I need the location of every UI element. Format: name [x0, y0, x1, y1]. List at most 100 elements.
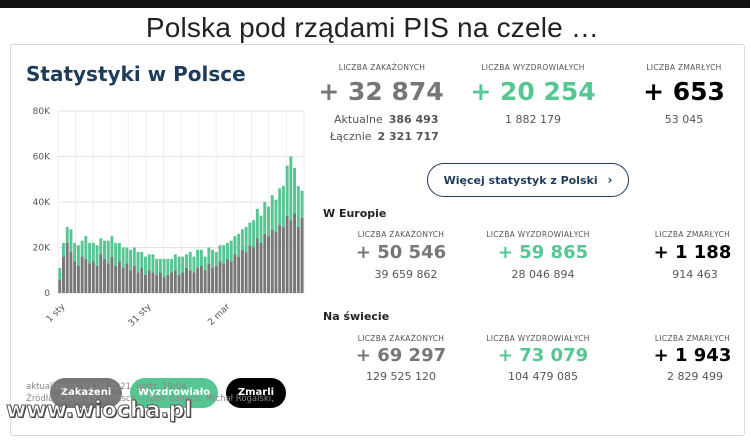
world-deaths-label: LICZBA ZMARŁYCH	[654, 334, 731, 343]
bar-infected	[132, 265, 136, 293]
bar-infected	[114, 265, 118, 293]
bar-infected	[222, 263, 226, 293]
bar-infected	[88, 263, 92, 293]
bar-infected	[166, 274, 170, 293]
y-tick-label: 80K	[33, 107, 51, 117]
eu-recovered-label: LICZBA WYZDROWIAŁYCH	[486, 230, 590, 239]
bar-recovered	[274, 199, 278, 232]
bar-recovered	[88, 242, 92, 264]
bar-recovered	[185, 254, 188, 268]
bar-recovered	[181, 256, 185, 273]
bar-recovered	[147, 254, 151, 271]
bar-infected	[173, 270, 177, 293]
europe-section-title: W Europie	[323, 207, 387, 220]
bar-recovered	[188, 252, 192, 271]
bar-recovered	[162, 258, 166, 278]
bar-infected	[181, 272, 185, 293]
pl-total: Łącznie 2 321 717	[330, 130, 439, 143]
bar-infected	[252, 247, 256, 293]
bar-infected	[121, 267, 125, 293]
eu-deaths-total: 914 463	[672, 268, 718, 281]
bar-infected	[192, 272, 196, 293]
bar-recovered	[125, 247, 129, 264]
bar-infected	[177, 274, 181, 293]
infected-filter-button[interactable]: Zakażeni	[50, 378, 122, 408]
stats-card	[10, 44, 745, 436]
bar-infected	[185, 267, 188, 293]
bar-infected	[229, 261, 233, 293]
world-infected-value: + 69 297	[355, 345, 447, 366]
bar-infected	[237, 256, 241, 293]
bar-recovered	[252, 220, 256, 248]
more-stats-button[interactable]: Więcej statystyk z Polski ›	[427, 163, 629, 197]
bar-recovered	[229, 240, 233, 262]
bar-recovered	[278, 188, 282, 225]
bar-infected	[158, 272, 162, 293]
y-tick-label: 60K	[33, 153, 51, 163]
bar-recovered	[103, 240, 106, 259]
bar-infected	[162, 277, 166, 293]
deaths-filter-button[interactable]: Zmarli	[226, 378, 286, 408]
bar-infected	[233, 254, 237, 293]
bar-infected	[259, 242, 263, 293]
bar-infected	[80, 256, 84, 293]
bar-recovered	[99, 238, 103, 255]
bar-recovered	[69, 229, 73, 253]
bar-infected	[125, 263, 129, 293]
bar-infected	[62, 256, 65, 293]
world-section-title: Na świecie	[323, 310, 390, 323]
bar-infected	[278, 224, 282, 293]
bar-recovered	[263, 202, 267, 234]
pl-deaths-total: 53 045	[664, 113, 704, 126]
more-stats-label: Więcej statystyk z Polski	[443, 174, 598, 187]
bar-infected	[136, 272, 140, 293]
bar-infected	[84, 258, 88, 293]
cases-chart: 0 20K 40K 60K 80K 1 sty 31 sty 2 mar	[33, 107, 305, 329]
bar-recovered	[136, 252, 140, 273]
bar-recovered	[199, 249, 203, 266]
pl-deaths-value: + 653	[643, 77, 725, 106]
bar-infected	[95, 265, 99, 293]
bar-recovered	[192, 256, 196, 273]
bar-infected	[69, 252, 73, 293]
bar-infected	[144, 274, 147, 293]
bar-recovered	[144, 256, 147, 275]
bar-infected	[293, 213, 297, 293]
bar-recovered	[270, 195, 274, 230]
bar-recovered	[95, 245, 99, 266]
top-bar	[0, 0, 750, 8]
bar-infected	[147, 270, 151, 293]
recovered-filter-button[interactable]: Wyzdrowiało	[130, 378, 218, 408]
bar-recovered	[226, 242, 229, 259]
bar-infected	[199, 265, 203, 293]
bar-infected	[110, 256, 114, 293]
world-deaths-total: 2 829 499	[667, 370, 723, 383]
pl-infected-value: + 32 874	[318, 77, 444, 106]
bar-infected	[289, 220, 293, 293]
bar-infected	[188, 270, 192, 293]
bar-recovered	[244, 227, 248, 253]
bar-recovered	[151, 254, 155, 273]
world-recovered-value: + 73 079	[497, 345, 589, 366]
bar-recovered	[267, 206, 270, 237]
eu-recovered-value: + 59 865	[497, 242, 589, 263]
eu-recovered-total: 28 046 894	[511, 268, 575, 281]
x-tick-label: 1 sty	[45, 302, 68, 325]
bar-infected	[255, 238, 259, 293]
bar-recovered	[62, 242, 65, 257]
bar-recovered	[289, 156, 293, 221]
bar-infected	[196, 267, 200, 293]
world-recovered-label: LICZBA WYZDROWIAŁYCH	[486, 334, 590, 343]
bar-infected	[274, 231, 278, 293]
bar-recovered	[214, 252, 218, 266]
bar-recovered	[166, 258, 170, 275]
pl-infected-label: LICZBA ZAKAŻONYCH	[338, 63, 426, 72]
x-tick-label: 2 mar	[206, 302, 232, 328]
bar-infected	[65, 242, 69, 293]
bar-recovered	[281, 186, 285, 228]
bar-infected	[91, 261, 95, 293]
bar-recovered	[177, 256, 181, 275]
bar-recovered	[132, 247, 136, 266]
bar-infected	[129, 270, 133, 293]
bar-infected	[218, 261, 222, 293]
